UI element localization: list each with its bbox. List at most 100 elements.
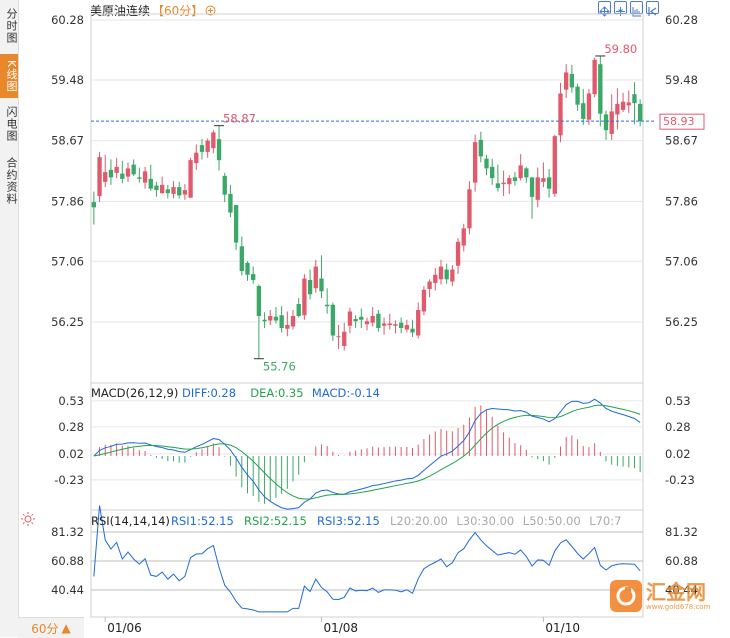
candle-body bbox=[495, 183, 501, 188]
rsi-tick-left: 60.88 bbox=[51, 554, 84, 568]
tab-kline[interactable]: K线图 bbox=[0, 54, 18, 98]
candle-body bbox=[279, 315, 284, 328]
y-tick-label-left: 60.28 bbox=[51, 13, 84, 27]
y-tick-label-right: 58.67 bbox=[665, 134, 698, 148]
tab-timeshare[interactable]: 分时图 bbox=[5, 8, 18, 44]
candle-body bbox=[353, 319, 358, 322]
candle-body bbox=[455, 241, 461, 266]
candle-body bbox=[376, 313, 381, 328]
watermark-url: www.gold678.com bbox=[646, 602, 711, 611]
y-tick-label-right: 56.25 bbox=[665, 315, 698, 329]
candle-body bbox=[347, 311, 353, 326]
candle-body bbox=[603, 114, 609, 131]
candle-body bbox=[421, 289, 427, 312]
candle-body bbox=[330, 304, 336, 336]
back-icon[interactable] bbox=[646, 1, 659, 16]
candle-body bbox=[359, 316, 364, 320]
candle-body bbox=[273, 316, 279, 321]
tab-flash-chart[interactable]: 闪电图 bbox=[5, 106, 18, 142]
rsi-legend-item: L70:7 bbox=[589, 514, 621, 528]
y-tick-label-left: 57.06 bbox=[51, 254, 84, 268]
tab-contract-info[interactable]: 合约资料 bbox=[5, 157, 18, 205]
candle-body bbox=[467, 189, 472, 229]
candle-body bbox=[325, 304, 330, 307]
y-tick-label-right: 60.28 bbox=[665, 13, 698, 27]
rsi-line bbox=[93, 505, 641, 613]
candle-body bbox=[268, 316, 273, 321]
rsi-settings-icon bbox=[21, 512, 35, 526]
candle-body bbox=[518, 165, 523, 179]
sun-ray bbox=[22, 522, 25, 525]
macd-tick-right: -0.23 bbox=[665, 473, 695, 487]
candle-body bbox=[222, 175, 227, 195]
rsi-tick-right: 40.44 bbox=[665, 583, 698, 597]
rsi-tick-right: 81.32 bbox=[665, 525, 698, 539]
candle-body bbox=[216, 139, 222, 161]
candle-body bbox=[177, 187, 182, 196]
y-tick-label-right: 57.06 bbox=[665, 254, 698, 268]
candle-body bbox=[381, 323, 387, 326]
candle-body bbox=[512, 177, 518, 182]
candle-body bbox=[159, 184, 165, 194]
candle-body bbox=[398, 322, 404, 328]
candle-body bbox=[444, 269, 449, 280]
candle-body bbox=[228, 193, 233, 213]
period-select[interactable]: 60分 ▲ bbox=[18, 617, 84, 638]
candle-body bbox=[546, 177, 552, 189]
candle-body bbox=[239, 246, 244, 272]
candle-body bbox=[581, 103, 586, 119]
candle-body bbox=[342, 331, 347, 346]
macd-legend-item: DIFF:0.28 bbox=[182, 386, 236, 400]
add-indicator-icon[interactable] bbox=[205, 5, 216, 16]
candle-body bbox=[598, 64, 603, 114]
y-tick-label-left: 56.25 bbox=[51, 315, 84, 329]
macd-dea-line bbox=[93, 404, 641, 500]
extreme-label: 59.80 bbox=[604, 42, 637, 56]
candle-body bbox=[637, 103, 643, 122]
candle-body bbox=[290, 316, 296, 327]
candle-body bbox=[586, 93, 592, 120]
candle-body bbox=[529, 177, 535, 197]
candle-body bbox=[307, 280, 313, 295]
candle-body bbox=[410, 328, 415, 333]
candle-body bbox=[387, 323, 392, 325]
y-tick-label-right: 59.48 bbox=[665, 73, 698, 87]
candle-body bbox=[552, 136, 557, 194]
candle-body bbox=[188, 160, 193, 198]
candle-body bbox=[620, 101, 626, 110]
x-tick-label: 01/08 bbox=[323, 621, 358, 635]
sun-core bbox=[24, 515, 32, 523]
candle-body bbox=[205, 140, 210, 152]
candle-body bbox=[524, 168, 529, 178]
candle-body bbox=[165, 189, 170, 194]
candle-body bbox=[433, 274, 438, 284]
candle-body bbox=[535, 177, 540, 200]
candle-body bbox=[245, 262, 250, 275]
candle-body bbox=[262, 319, 267, 322]
sun-ray bbox=[22, 513, 25, 516]
candle-body bbox=[626, 102, 631, 106]
candle-body bbox=[632, 94, 637, 104]
caret-up-icon: ▲ bbox=[61, 621, 71, 635]
candle-body bbox=[427, 281, 432, 290]
watermark-text: 汇金网 bbox=[646, 579, 706, 604]
macd-diff-line bbox=[93, 398, 641, 510]
candle-body bbox=[404, 324, 409, 330]
candle-body bbox=[125, 168, 131, 177]
macd-tick-left: -0.23 bbox=[54, 473, 84, 487]
candle-body bbox=[558, 93, 563, 136]
last-price-label: 58.93 bbox=[663, 115, 695, 128]
candle-body bbox=[148, 178, 153, 189]
candle-body bbox=[490, 166, 495, 179]
macd-legend-item: MACD:-0.14 bbox=[312, 386, 380, 400]
candle-body bbox=[313, 266, 318, 289]
macd-title: MACD(26,12,9) bbox=[91, 386, 178, 400]
side-nav: 分时图 K线图 闪电图 合约资料 bbox=[0, 0, 19, 637]
candle-body bbox=[256, 286, 262, 317]
rsi-legend-item: L50:50.00 bbox=[523, 514, 581, 528]
macd-tick-left: 0.53 bbox=[58, 394, 84, 408]
logo-badge-icon bbox=[610, 580, 642, 612]
y-tick-label-left: 57.86 bbox=[51, 194, 84, 208]
candle-body bbox=[592, 59, 597, 95]
